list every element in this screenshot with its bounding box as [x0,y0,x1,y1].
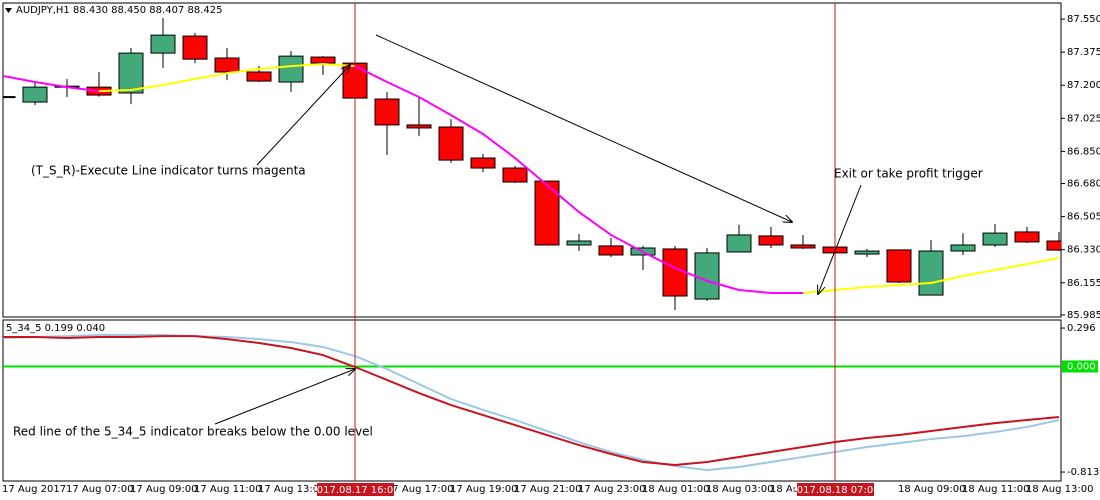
candle-body [118,52,144,94]
price-panel [2,2,1062,318]
indicator-line [3,335,1060,467]
marker-label-box [317,483,394,496]
x-tick-label: 17 Aug 17:00 [386,484,453,495]
price-plot [3,18,1061,311]
trend-line [3,65,803,294]
y-tick-label: 87.375 [1067,47,1100,58]
indicator-line [3,334,1060,471]
annotation: (T_S_R)-Execute Line indicator turns mag… [31,164,306,178]
candle-body [406,124,432,129]
marker-label: 2017.08.17 16:00 [310,485,399,496]
axes: 0.296 -0.813 0.000 87.550 87.375 87.200 87.025… [2,3,1100,496]
y-tick-label: 86.850 [1067,146,1100,157]
x-tick-label: 17 Aug 07:00 [66,484,133,495]
arrow [375,34,792,222]
level-label-box [1062,360,1098,373]
candle-body [726,234,752,253]
candle-body [438,126,464,161]
x-tick-label: 18 Aug 03:00 [706,484,773,495]
y-tick-label: 87.025 [1067,113,1100,124]
candle-body [470,157,496,169]
y-tick-label: 87.550 [1067,14,1100,25]
candle-body [598,245,624,256]
x-tick-label: 18 Aug 01:00 [642,484,709,495]
indicator-plot [3,334,1061,471]
candle-body [918,250,944,296]
x-tick-label: 17 Aug 09:00 [130,484,197,495]
annotation: Exit or take profit trigger [834,167,983,181]
candle-body [886,249,912,283]
candle-body [566,240,592,246]
candle-body [3,96,16,99]
marker-label: 2017.08.18 07:00 [790,485,879,496]
x-tick-label: 18 Aug 13:00 [1026,484,1093,495]
candle-body [534,180,560,246]
annotation: Red line of the 5_34_5 indicator breaks … [13,425,373,439]
indicator-panel [2,319,1062,482]
candle-body [950,244,976,252]
y-tick-label: 0.296 [1067,323,1096,334]
candle-body [22,86,48,103]
candle-body [854,250,880,255]
arrow [818,184,862,294]
marker-label-box [797,483,874,496]
arrow [256,65,350,166]
candle-body [694,252,720,300]
candle-body [758,235,784,246]
x-tick-label: 17 Aug 19:00 [450,484,517,495]
candle-body [502,167,528,183]
candle-body [246,71,272,82]
y-tick-label: 86.330 [1067,245,1100,256]
y-tick-label: 86.680 [1067,179,1100,190]
y-tick-label: 87.200 [1067,80,1100,91]
level-label: 0.000 [1067,361,1096,372]
candle-body [790,244,816,249]
candle-body [1014,231,1040,243]
y-tick-label: 86.155 [1067,278,1100,289]
x-tick-label: 17 Aug 23:00 [578,484,645,495]
candle-body [150,34,176,54]
candle-body [182,35,208,60]
trend-line [98,63,1060,294]
x-tick-label: 17 Aug 11:00 [194,484,261,495]
candle-body [278,55,304,83]
candle-body [982,232,1008,246]
x-tick-label: 17 Aug 2017 [2,484,66,495]
candle-body [662,248,688,297]
x-tick-label: 17 Aug 13:00 [258,484,325,495]
y-tick-label: -0.813 [1067,467,1099,478]
y-tick-label: 86.505 [1067,212,1100,223]
candle-body [214,57,240,73]
chart-title: AUDJPY,H1 88.430 88.450 88.407 88.425 [16,5,222,16]
menu-icon [5,8,12,13]
x-tick-label: 18 Aug 11:00 [962,484,1029,495]
x-tick-label: 18 Aug 09:00 [898,484,965,495]
candle-body [310,56,336,64]
x-tick-label: 17 Aug 21:00 [514,484,581,495]
candle-body [374,98,400,126]
candle-body [1046,240,1061,251]
y-tick-label: 85.985 [1067,310,1100,321]
indicator-title: 5_34_5 0.199 0.040 [6,323,105,334]
arrow [214,369,355,425]
